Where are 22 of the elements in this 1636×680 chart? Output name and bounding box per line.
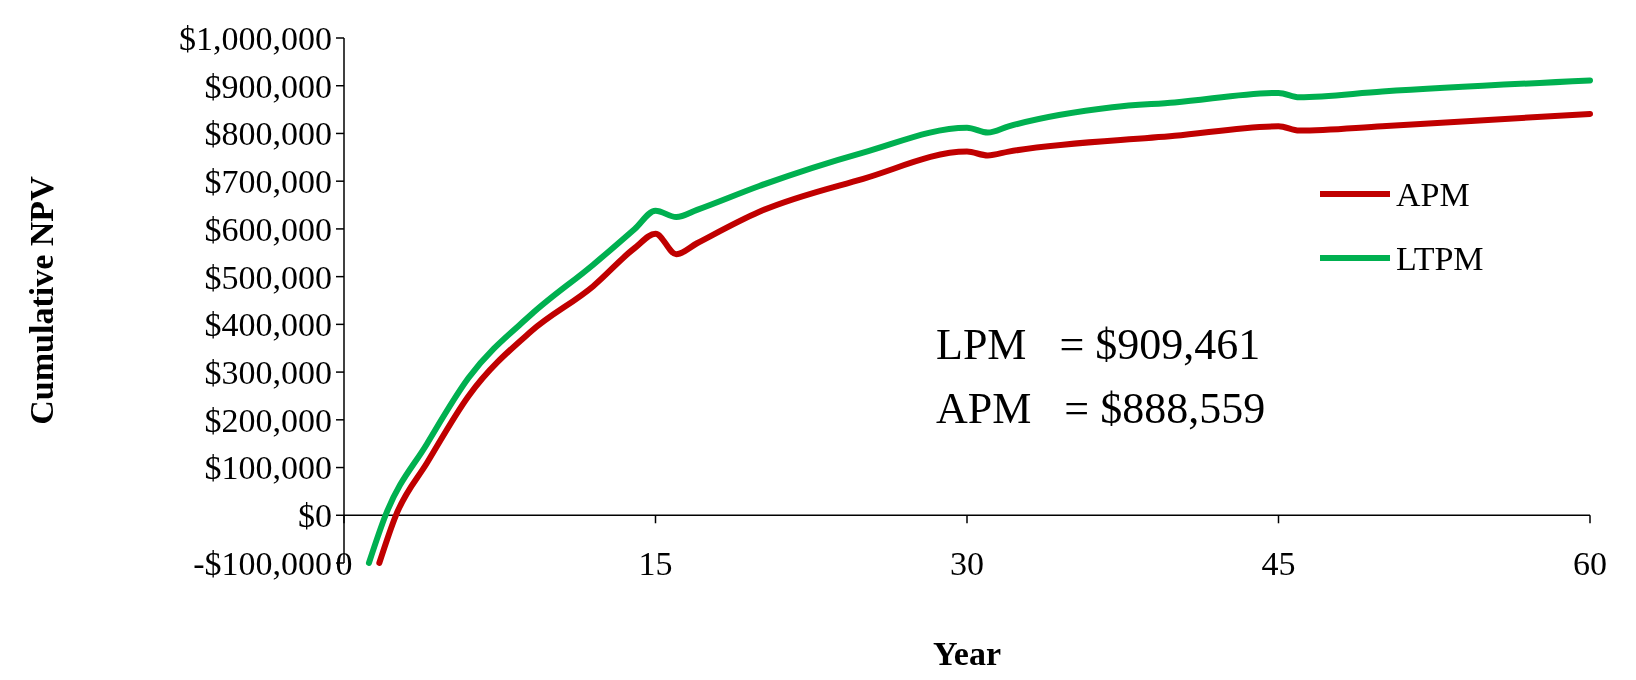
y-tick-label: $800,000 xyxy=(204,115,332,153)
y-tick-label: $0 xyxy=(298,497,332,535)
y-tick-label: $700,000 xyxy=(204,163,332,201)
y-tick-label: $1,000,000 xyxy=(179,19,332,57)
y-tick-label: $400,000 xyxy=(204,306,332,344)
y-tick-label: $600,000 xyxy=(204,210,332,248)
y-axis-title: Cumulative NPV xyxy=(23,175,60,425)
y-tick-label: $500,000 xyxy=(204,258,332,296)
y-tick-label: $300,000 xyxy=(204,353,332,391)
y-tick-label: $900,000 xyxy=(204,67,332,105)
x-axis-title: Year xyxy=(933,635,1001,672)
legend-label: LTPM xyxy=(1396,239,1484,277)
annotation: APM = $888,559 xyxy=(936,384,1266,434)
legend-label: APM xyxy=(1396,175,1470,213)
x-tick-label: 30 xyxy=(950,544,984,582)
annotation: LPM = $909,461 xyxy=(936,320,1261,370)
y-tick-label: -$100,000 xyxy=(193,544,332,582)
x-tick-label: 15 xyxy=(638,544,673,582)
y-tick-label: $200,000 xyxy=(204,401,332,439)
y-tick-label: $100,000 xyxy=(204,449,332,487)
x-tick-label: 60 xyxy=(1573,544,1607,582)
x-tick-label: 45 xyxy=(1261,544,1296,582)
